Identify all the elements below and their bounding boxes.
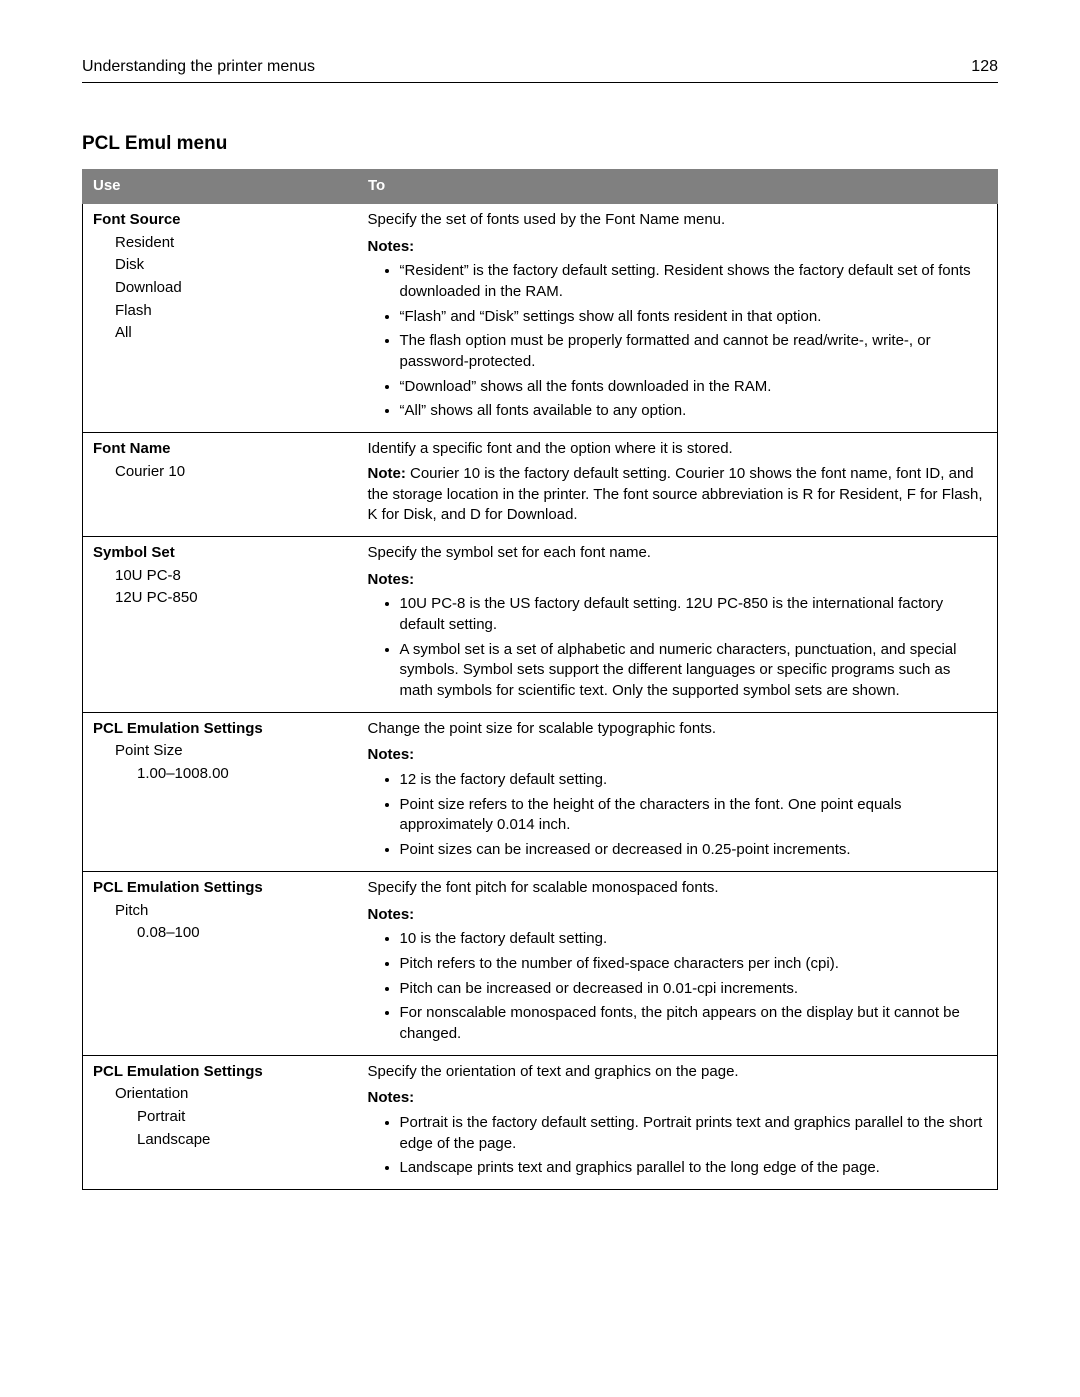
to-cell: Specify the font pitch for scalable mono… <box>358 871 998 1055</box>
use-subsub: 0.08–100 <box>115 923 348 944</box>
use-title: PCL Emulation Settings <box>93 719 348 740</box>
table-body: Font Source Resident Disk Download Flash… <box>83 203 998 1189</box>
col-header-use: Use <box>83 170 358 204</box>
use-item: 10U PC-8 <box>115 566 348 587</box>
use-items: Orientation Portrait Landscape <box>93 1084 348 1150</box>
use-subitem: 1.00–1008.00 <box>137 764 348 785</box>
use-item: Download <box>115 278 348 299</box>
table-row: Font Source Resident Disk Download Flash… <box>83 203 998 432</box>
note-item: 12 is the factory default setting. <box>400 770 988 791</box>
table-row: PCL Emulation Settings Pitch 0.08–100 Sp… <box>83 871 998 1055</box>
notes-label: Notes: <box>368 745 988 766</box>
note-item: The flash option must be properly format… <box>400 331 988 372</box>
notes-label: Notes: <box>368 1088 988 1109</box>
notes-list: 10U PC-8 is the US factory default setti… <box>368 594 988 701</box>
table-row: PCL Emulation Settings Orientation Portr… <box>83 1055 998 1189</box>
to-lead: Specify the orientation of text and grap… <box>368 1062 988 1083</box>
use-items: Courier 10 <box>93 462 348 483</box>
use-title: Font Name <box>93 439 348 460</box>
table-row: Symbol Set 10U PC-8 12U PC-850 Specify t… <box>83 536 998 712</box>
use-subitem: 0.08–100 <box>137 923 348 944</box>
to-lead: Specify the symbol set for each font nam… <box>368 543 988 564</box>
use-items: 10U PC-8 12U PC-850 <box>93 566 348 609</box>
note-item: For nonscalable monospaced fonts, the pi… <box>400 1003 988 1044</box>
single-note: Note: Courier 10 is the factory default … <box>368 464 988 526</box>
use-items: Pitch 0.08–100 <box>93 901 348 944</box>
to-lead: Specify the font pitch for scalable mono… <box>368 878 988 899</box>
use-item: Pitch <box>115 901 348 922</box>
use-item: Courier 10 <box>115 462 348 483</box>
notes-label: Notes: <box>368 237 988 258</box>
note-item: Pitch refers to the number of fixed-spac… <box>400 954 988 975</box>
note-item: A symbol set is a set of alphabetic and … <box>400 640 988 702</box>
note-item: Landscape prints text and graphics paral… <box>400 1158 988 1179</box>
note-item: “Resident” is the factory default settin… <box>400 261 988 302</box>
use-item: 12U PC-850 <box>115 588 348 609</box>
use-cell: PCL Emulation Settings Point Size 1.00–1… <box>83 712 358 871</box>
notes-label: Notes: <box>368 905 988 926</box>
note-item: 10U PC-8 is the US factory default setti… <box>400 594 988 635</box>
note-item: 10 is the factory default setting. <box>400 929 988 950</box>
note-item: Point sizes can be increased or decrease… <box>400 840 988 861</box>
use-subitem: Portrait <box>137 1107 348 1128</box>
note-item: Point size refers to the height of the c… <box>400 795 988 836</box>
use-cell: Symbol Set 10U PC-8 12U PC-850 <box>83 536 358 712</box>
note-text: Courier 10 is the factory default settin… <box>368 465 983 523</box>
table-row: PCL Emulation Settings Point Size 1.00–1… <box>83 712 998 871</box>
use-subsub: 1.00–1008.00 <box>115 764 348 785</box>
use-title: Symbol Set <box>93 543 348 564</box>
note-item: Pitch can be increased or decreased in 0… <box>400 979 988 1000</box>
use-cell: Font Source Resident Disk Download Flash… <box>83 203 358 432</box>
to-cell: Specify the set of fonts used by the Fon… <box>358 203 998 432</box>
use-cell: PCL Emulation Settings Pitch 0.08–100 <box>83 871 358 1055</box>
to-cell: Specify the orientation of text and grap… <box>358 1055 998 1189</box>
note-item: “Flash” and “Disk” settings show all fon… <box>400 307 988 328</box>
section-title: PCL Emul menu <box>82 131 998 157</box>
use-item: Disk <box>115 255 348 276</box>
header-title: Understanding the printer menus <box>82 56 315 78</box>
use-cell: PCL Emulation Settings Orientation Portr… <box>83 1055 358 1189</box>
use-subsub: Portrait Landscape <box>115 1107 348 1150</box>
to-lead: Specify the set of fonts used by the Fon… <box>368 210 988 231</box>
notes-label: Notes: <box>368 570 988 591</box>
use-subitem: Landscape <box>137 1130 348 1151</box>
use-item: Flash <box>115 301 348 322</box>
use-items: Resident Disk Download Flash All <box>93 233 348 344</box>
note-item: Portrait is the factory default setting.… <box>400 1113 988 1154</box>
to-lead: Change the point size for scalable typog… <box>368 719 988 740</box>
pcl-emul-table: Use To Font Source Resident Disk Downloa… <box>82 169 998 1190</box>
to-lead: Identify a specific font and the option … <box>368 439 988 460</box>
use-title: Font Source <box>93 210 348 231</box>
table-row: Font Name Courier 10 Identify a specific… <box>83 433 998 537</box>
use-item: All <box>115 323 348 344</box>
use-item: Point Size <box>115 741 348 762</box>
note-label: Note: <box>368 465 406 482</box>
notes-list: 12 is the factory default setting. Point… <box>368 770 988 861</box>
to-cell: Change the point size for scalable typog… <box>358 712 998 871</box>
to-cell: Identify a specific font and the option … <box>358 433 998 537</box>
note-item: “All” shows all fonts available to any o… <box>400 401 988 422</box>
notes-list: “Resident” is the factory default settin… <box>368 261 988 422</box>
notes-list: Portrait is the factory default setting.… <box>368 1113 988 1179</box>
to-cell: Specify the symbol set for each font nam… <box>358 536 998 712</box>
use-item: Resident <box>115 233 348 254</box>
note-item: “Download” shows all the fonts downloade… <box>400 377 988 398</box>
page-header: Understanding the printer menus 128 <box>82 56 998 83</box>
use-title: PCL Emulation Settings <box>93 878 348 899</box>
notes-list: 10 is the factory default setting. Pitch… <box>368 929 988 1044</box>
col-header-to: To <box>358 170 998 204</box>
use-items: Point Size 1.00–1008.00 <box>93 741 348 784</box>
use-cell: Font Name Courier 10 <box>83 433 358 537</box>
use-title: PCL Emulation Settings <box>93 1062 348 1083</box>
page-number: 128 <box>971 56 998 78</box>
use-item: Orientation <box>115 1084 348 1105</box>
